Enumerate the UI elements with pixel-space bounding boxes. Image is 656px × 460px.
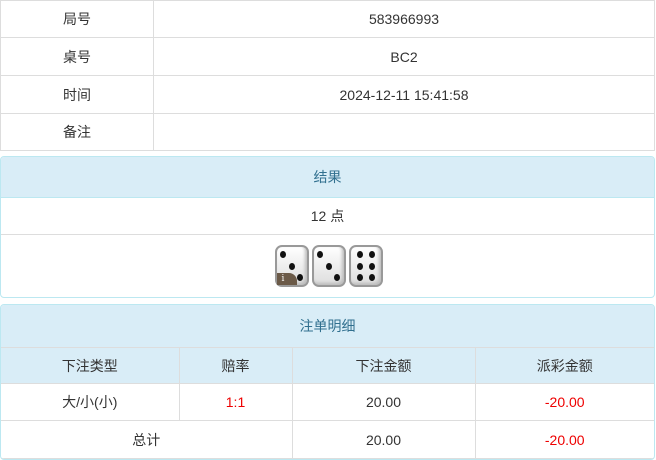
- total-amount: 20.00: [291, 420, 476, 459]
- die-pip: [317, 251, 324, 259]
- total-row: 总计 20.00 -20.00: [1, 420, 654, 459]
- die-pip: [333, 273, 340, 281]
- info-row-table: 桌号 BC2: [0, 37, 655, 76]
- round-info-table: 局号 583966993 桌号 BC2 时间 2024-12-11 15:41:58 …: [0, 0, 655, 151]
- bet-details-panel: 注单明细 下注类型 赔率 下注金额 派彩金额 大/小(小) 1:1 20.00 …: [0, 304, 655, 460]
- total-payout: -20.00: [474, 420, 654, 459]
- die-3: [311, 245, 346, 287]
- bet-amount: 20.00: [291, 383, 476, 421]
- info-row-time: 时间 2024-12-11 15:41:58: [0, 75, 655, 114]
- bet-row: 大/小(小) 1:1 20.00 -20.00: [1, 383, 654, 421]
- die-pip: [356, 251, 363, 259]
- die-3: i: [274, 245, 309, 287]
- header-bet-type: 下注类型: [1, 347, 180, 384]
- table-code: BC2: [153, 37, 655, 76]
- die-pip: [296, 273, 303, 281]
- bet-header-row: 下注类型 赔率 下注金额 派彩金额: [1, 347, 654, 384]
- die-pip: [356, 273, 363, 281]
- info-row-note: 备注: [0, 113, 655, 151]
- payout: -20.00: [474, 383, 654, 421]
- label: 局号: [0, 0, 154, 38]
- result-panel: 结果 12 点 i: [0, 156, 655, 298]
- info-row-round: 局号 583966993: [0, 0, 655, 38]
- header-odds: 赔率: [178, 347, 293, 384]
- die-pip: [368, 251, 375, 259]
- label: 桌号: [0, 37, 154, 76]
- die-pip: [325, 262, 332, 270]
- die-6: [348, 245, 383, 287]
- bet-type: 大/小(小): [1, 383, 180, 421]
- round-number: 583966993: [153, 0, 655, 38]
- time: 2024-12-11 15:41:58: [153, 75, 655, 114]
- note: [153, 113, 655, 151]
- die-pip: [280, 251, 287, 259]
- result-points: 12 点: [1, 198, 654, 235]
- header-bet-amount: 下注金额: [291, 347, 476, 384]
- dice-group: i: [274, 245, 383, 287]
- odds: 1:1: [178, 383, 293, 421]
- die-pip: [356, 262, 363, 270]
- die-pip: [368, 273, 375, 281]
- die-pip: [288, 262, 295, 270]
- total-label: 总计: [1, 420, 293, 459]
- label: 备注: [0, 113, 154, 151]
- info-icon[interactable]: i: [276, 273, 297, 285]
- bet-details-title: 注单明细: [1, 305, 654, 347]
- result-title: 结果: [1, 157, 654, 198]
- die-pip: [368, 262, 375, 270]
- header-payout: 派彩金额: [474, 347, 654, 384]
- label: 时间: [0, 75, 154, 114]
